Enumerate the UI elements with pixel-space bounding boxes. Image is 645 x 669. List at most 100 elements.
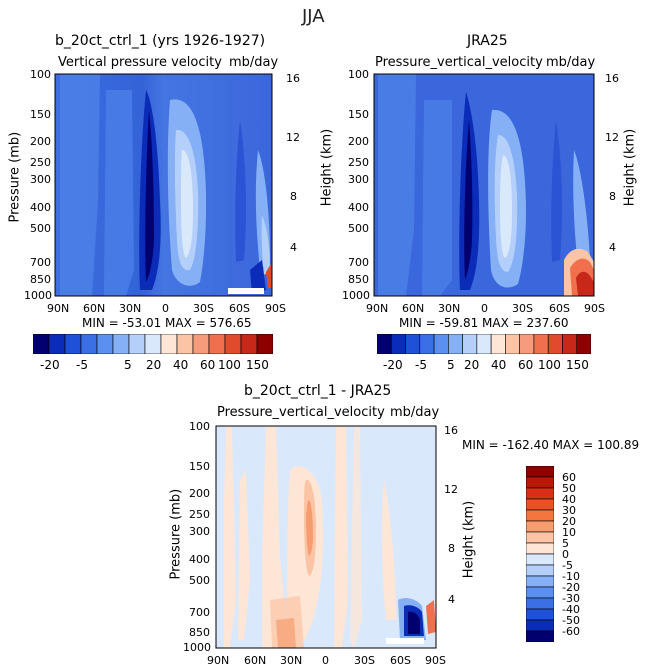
colorbar-label: 60	[200, 358, 216, 372]
colorbar-swatches	[526, 466, 554, 642]
pressure-tick: 500	[189, 574, 210, 587]
colorbar-swatch	[576, 334, 591, 354]
pressure-tick: 700	[348, 256, 369, 269]
colorbar-swatch	[562, 334, 578, 354]
lat-tick: 0	[162, 302, 169, 315]
panel-diff-field	[216, 426, 436, 648]
colorbar-label: 100	[218, 358, 241, 372]
pressure-tick: 250	[348, 156, 369, 169]
pressure-tick: 500	[30, 222, 51, 235]
panel-diff-variable-label: Pressure_vertical_velocity	[217, 405, 385, 420]
pressure-tick: 200	[189, 487, 210, 500]
panel-obs-colorbar	[377, 334, 591, 354]
colorbar-label: 50	[562, 482, 576, 495]
colorbar-swatches	[33, 334, 273, 354]
panel-model-variable-label: Vertical pressure velocity	[58, 55, 222, 70]
colorbar-swatch	[526, 466, 554, 478]
pressure-tick: 300	[348, 173, 369, 186]
colorbar-swatch	[144, 334, 162, 354]
pressure-tick: 400	[189, 553, 210, 566]
colorbar-swatch	[64, 334, 82, 354]
height-tick: 4	[290, 241, 297, 254]
lat-tick: 90S	[425, 654, 446, 667]
panel-model-field	[55, 74, 272, 296]
colorbar-swatch	[96, 334, 114, 354]
colorbar-swatch	[526, 564, 554, 577]
panel-diff-colorbar	[526, 466, 554, 642]
colorbar-label: 5	[447, 358, 455, 372]
lat-tick: 90S	[584, 302, 605, 315]
colorbar-swatch	[547, 334, 563, 354]
colorbar-swatch	[526, 608, 554, 621]
panel-diff-y2label: Height (km)	[461, 500, 477, 579]
colorbar-swatch	[128, 334, 146, 354]
colorbar-swatch	[505, 334, 520, 354]
colorbar-label: 40	[491, 358, 507, 372]
colorbar-label: 60	[518, 358, 534, 372]
panel-obs-y2label: Height (km)	[622, 128, 638, 207]
colorbar-swatch	[377, 334, 392, 354]
colorbar-label: -60	[562, 625, 580, 638]
panel-diff-minmax: MIN = -162.40 MAX = 100.89	[462, 438, 640, 452]
colorbar-label: 20	[146, 358, 162, 372]
panel-model-title: b_20ct_ctrl_1 (yrs 1926-1927)	[55, 33, 266, 49]
colorbar-swatch	[112, 334, 130, 354]
pressure-tick: 850	[30, 273, 51, 286]
pressure-tick: 1000	[183, 641, 211, 654]
colorbar-label: -5	[415, 358, 427, 372]
colorbar-label: -20	[562, 581, 580, 594]
pressure-tick: 100	[189, 420, 210, 433]
colorbar-swatch	[48, 334, 66, 354]
pressure-tick: 500	[348, 222, 369, 235]
panel-diff-ylabel: Pressure (mb)	[168, 488, 184, 580]
pressure-tick: 700	[30, 256, 51, 269]
colorbar-swatch	[526, 553, 554, 566]
pressure-tick: 250	[189, 508, 210, 521]
pressure-tick: 850	[348, 273, 369, 286]
lat-tick: 90N	[207, 654, 230, 667]
colorbar-label: 30	[562, 504, 576, 517]
panel-diff-units-label: mb/day	[390, 405, 440, 420]
colorbar-swatch	[80, 334, 98, 354]
colorbar-label: 40	[562, 493, 576, 506]
height-tick: 12	[605, 131, 619, 144]
colorbar-label: 5	[124, 358, 132, 372]
panel-model-units-label: mb/day	[229, 55, 279, 70]
height-tick: 8	[448, 542, 455, 555]
colorbar-swatch	[405, 334, 421, 354]
colorbar-swatch	[526, 597, 554, 610]
colorbar-swatch	[526, 531, 554, 544]
colorbar-swatch	[390, 334, 406, 354]
lat-tick: 90S	[265, 302, 286, 315]
colorbar-label: -50	[562, 614, 580, 627]
height-tick: 12	[444, 483, 458, 496]
lat-tick: 30S	[354, 654, 375, 667]
lat-tick: 90N	[47, 302, 70, 315]
colorbar-swatches	[377, 334, 591, 354]
colorbar-label: -10	[562, 570, 580, 583]
panel-obs-variable-label: Pressure_vertical_velocity	[375, 55, 543, 70]
lat-tick: 0	[322, 654, 329, 667]
lat-tick: 0	[481, 302, 488, 315]
height-tick: 4	[448, 593, 455, 606]
colorbar-swatch	[160, 334, 178, 354]
height-tick: 8	[609, 190, 616, 203]
panel-model-colorbar	[33, 334, 273, 354]
colorbar-swatch	[526, 487, 554, 500]
panel-diff-title: b_20ct_ctrl_1 - JRA25	[244, 383, 392, 399]
height-tick: 4	[609, 241, 616, 254]
colorbar-swatch	[192, 334, 210, 354]
lat-tick: 60N	[244, 654, 267, 667]
colorbar-swatch	[240, 334, 258, 354]
colorbar-label: 10	[562, 526, 576, 539]
colorbar-swatch	[33, 334, 50, 354]
pressure-tick: 850	[189, 626, 210, 639]
colorbar-label: -20	[383, 358, 403, 372]
panel-obs-field	[374, 74, 594, 296]
colorbar-swatch	[519, 334, 535, 354]
colorbar-swatch	[208, 334, 226, 354]
pressure-tick: 1000	[342, 289, 370, 302]
panel-model-y2label: Height (km)	[319, 128, 335, 207]
pressure-tick: 300	[30, 173, 51, 186]
pressure-tick: 150	[348, 108, 369, 121]
